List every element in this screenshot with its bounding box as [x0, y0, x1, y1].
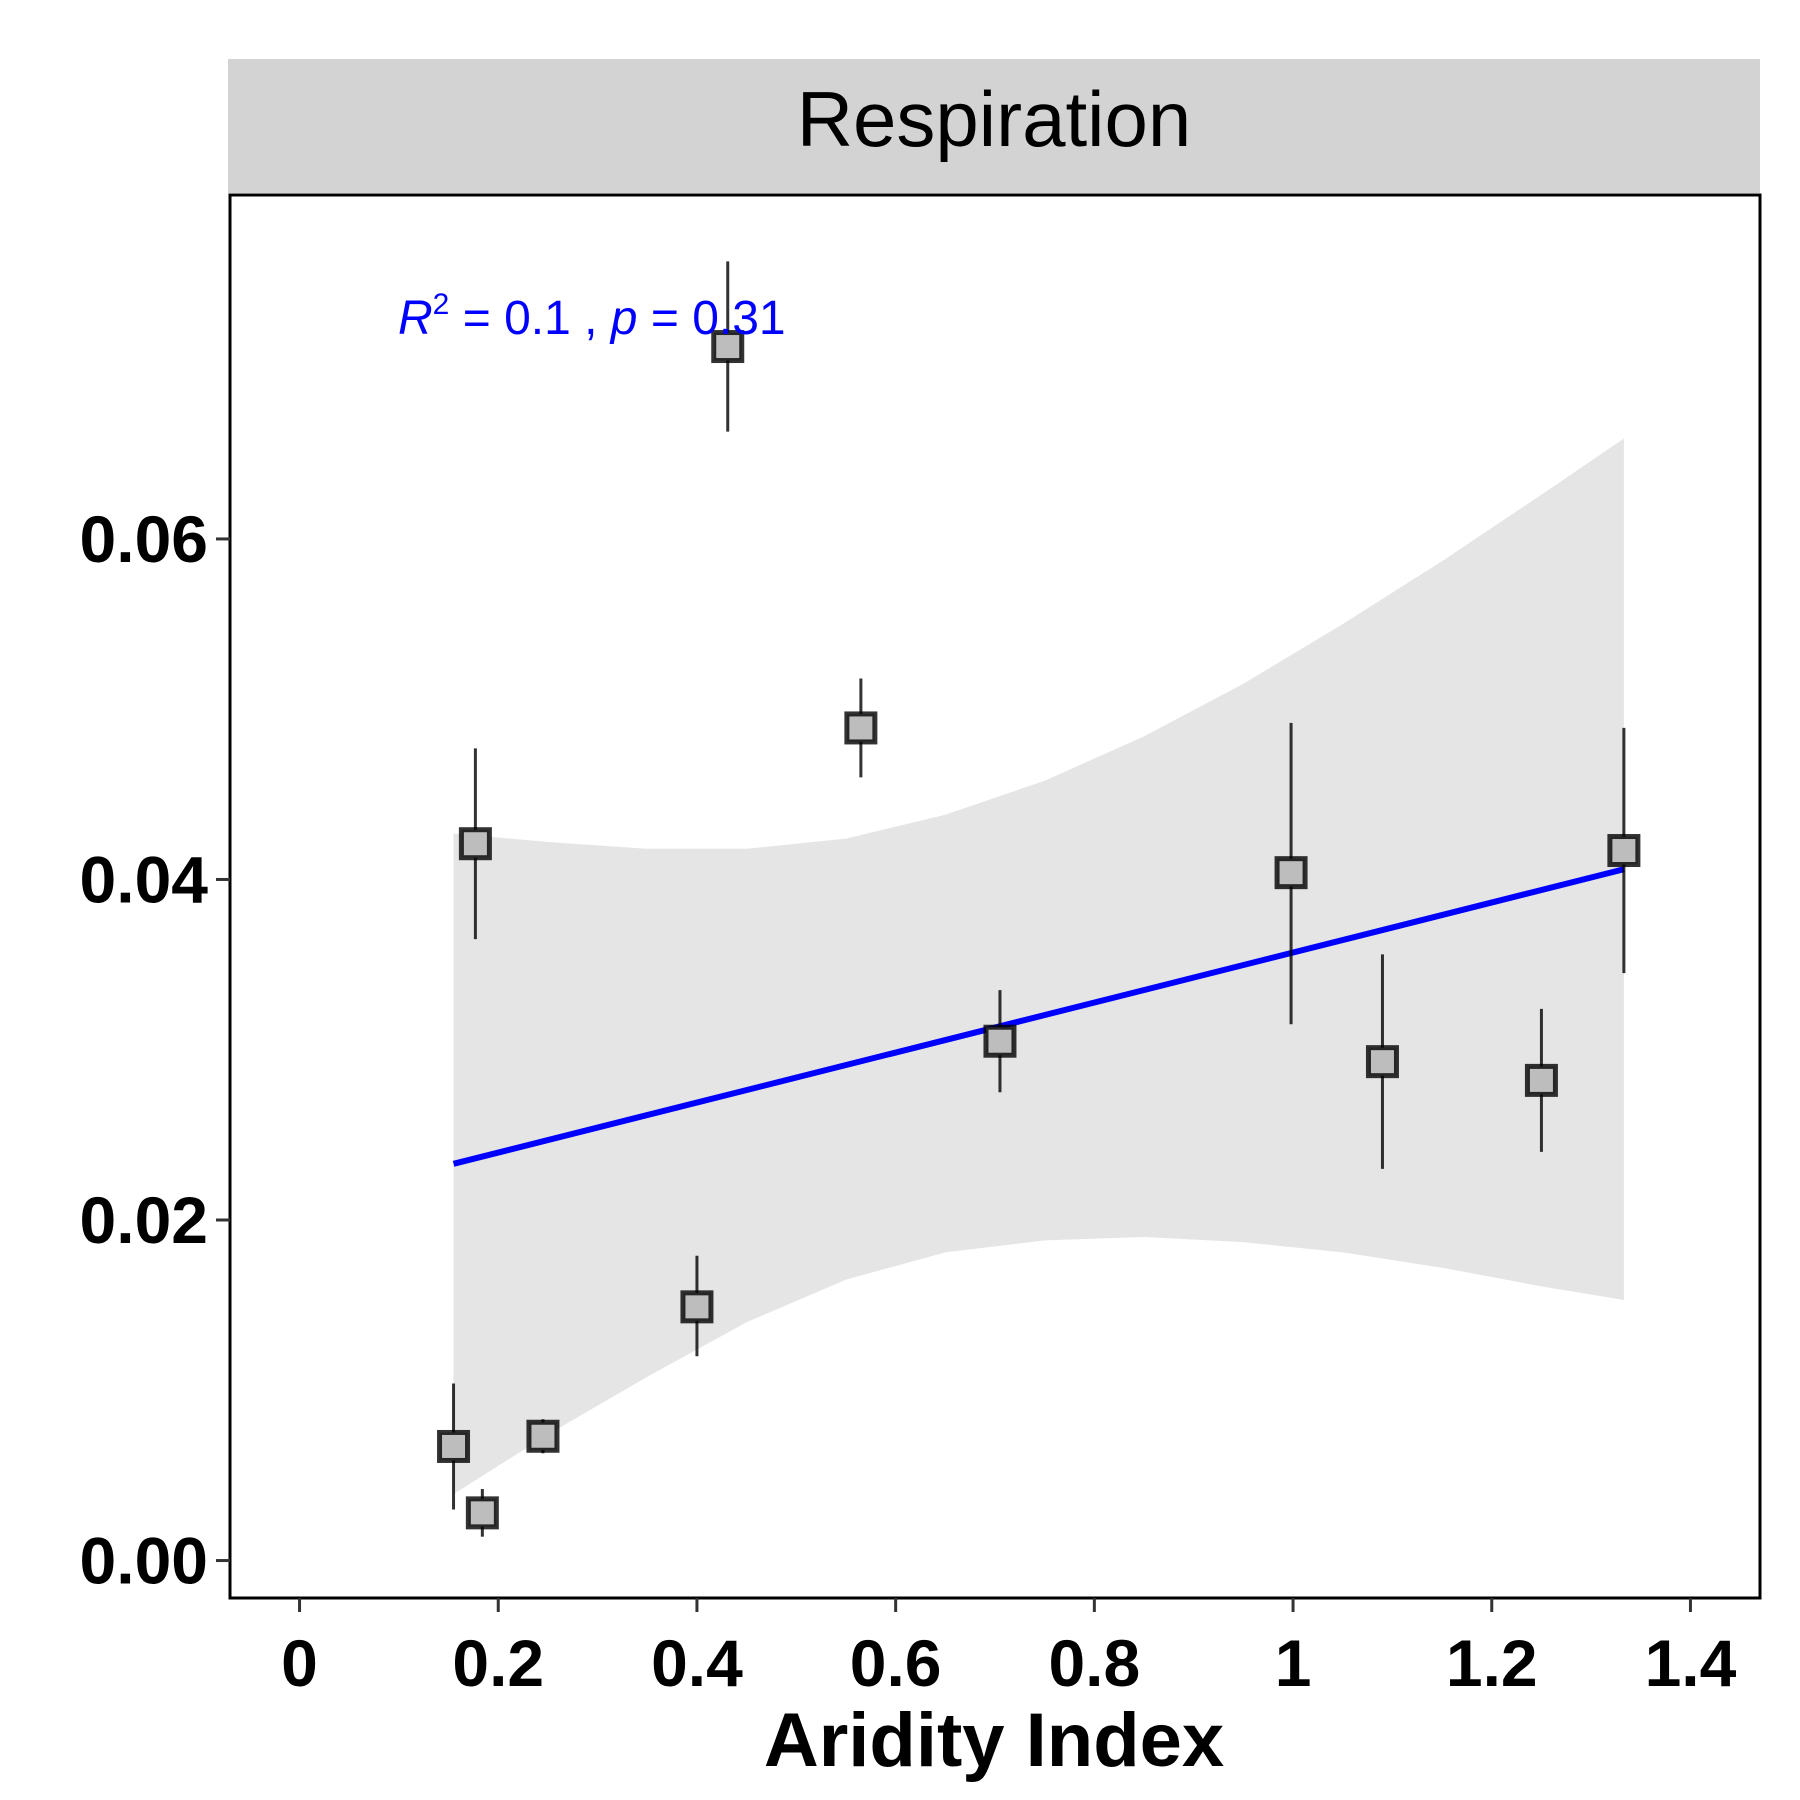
data-point: [711, 330, 745, 364]
x-axis-title: Aridity Index: [764, 1698, 1224, 1783]
x-tick-label: 0.6: [850, 1626, 942, 1700]
data-point: [526, 1419, 560, 1453]
data-point: [1274, 856, 1308, 890]
plot-panel-border: [228, 193, 1762, 1600]
fit-line-layer: [452, 866, 1625, 1167]
facet-strip-background: [228, 59, 1760, 193]
point-layer: [437, 330, 1641, 1530]
confidence-band: [453, 438, 1624, 1495]
x-axis: 0 0.2 0.4 0.6 0.8 1 1.2 1.4: [281, 1598, 1737, 1700]
x-tick-label: 1: [1275, 1626, 1312, 1700]
data-point: [465, 1496, 499, 1530]
x-tick-label: 1.4: [1645, 1626, 1737, 1700]
regression-line: [452, 866, 1625, 1167]
x-tick-label: 0.8: [1048, 1626, 1140, 1700]
facet-strip-title: Respiration: [797, 75, 1192, 163]
data-point: [437, 1429, 471, 1463]
data-point: [1524, 1063, 1558, 1097]
data-point: [983, 1024, 1017, 1058]
y-tick-label: 0.06: [80, 502, 208, 576]
y-tick-label: 0.00: [80, 1524, 208, 1598]
x-tick-label: 0: [281, 1626, 318, 1700]
x-tick-label: 0.4: [651, 1626, 743, 1700]
data-point: [1607, 834, 1641, 868]
confidence-band-layer: [453, 438, 1624, 1495]
y-axis: 0.00 0.02 0.04 0.06: [80, 502, 230, 1598]
data-point: [1365, 1045, 1399, 1079]
data-point: [680, 1290, 714, 1324]
y-tick-label: 0.04: [80, 842, 209, 916]
x-tick-label: 0.2: [452, 1626, 544, 1700]
regression-annotation: R2 = 0.1 , p = 0.31: [398, 288, 786, 345]
x-tick-label: 1.2: [1446, 1626, 1538, 1700]
data-point: [844, 711, 878, 745]
y-tick-label: 0.02: [80, 1183, 208, 1257]
data-point: [458, 827, 492, 861]
